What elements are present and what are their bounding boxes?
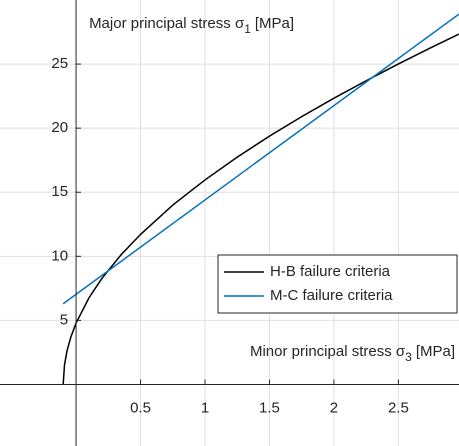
x-tick-label: 1.5	[259, 399, 280, 416]
x-tick-label: 2.5	[388, 399, 409, 416]
series-line	[62, 33, 459, 385]
y-axis-label-text: Major principal stress σ	[89, 15, 245, 32]
y-tick-label: 25	[51, 55, 68, 72]
y-tick-label: 15	[51, 183, 68, 200]
y-tick-label: 10	[51, 247, 68, 264]
series-line	[62, 13, 459, 305]
x-tick-label: 0.5	[130, 399, 151, 416]
y-axis-label-sub: 1	[244, 22, 251, 36]
x-tick-label: 2	[330, 399, 338, 416]
x-axis-label-sub: 3	[405, 350, 412, 364]
x-axis-label: Minor principal stress σ3 [MPa]	[250, 343, 455, 364]
y-tick-label: 5	[60, 311, 68, 328]
x-tick-label: 1	[201, 399, 209, 416]
legend-box	[217, 254, 458, 314]
x-axis-label-unit: [MPa]	[416, 343, 455, 360]
legend-label: M-C failure criteria	[270, 287, 393, 304]
y-tick-label: 20	[51, 119, 68, 136]
y-axis-label: Major principal stress σ1 [MPa]	[89, 15, 294, 36]
y-axis-label-unit: [MPa]	[255, 15, 294, 32]
legend-label: H-B failure criteria	[270, 263, 391, 280]
x-axis-label-text: Minor principal stress σ	[250, 343, 406, 360]
